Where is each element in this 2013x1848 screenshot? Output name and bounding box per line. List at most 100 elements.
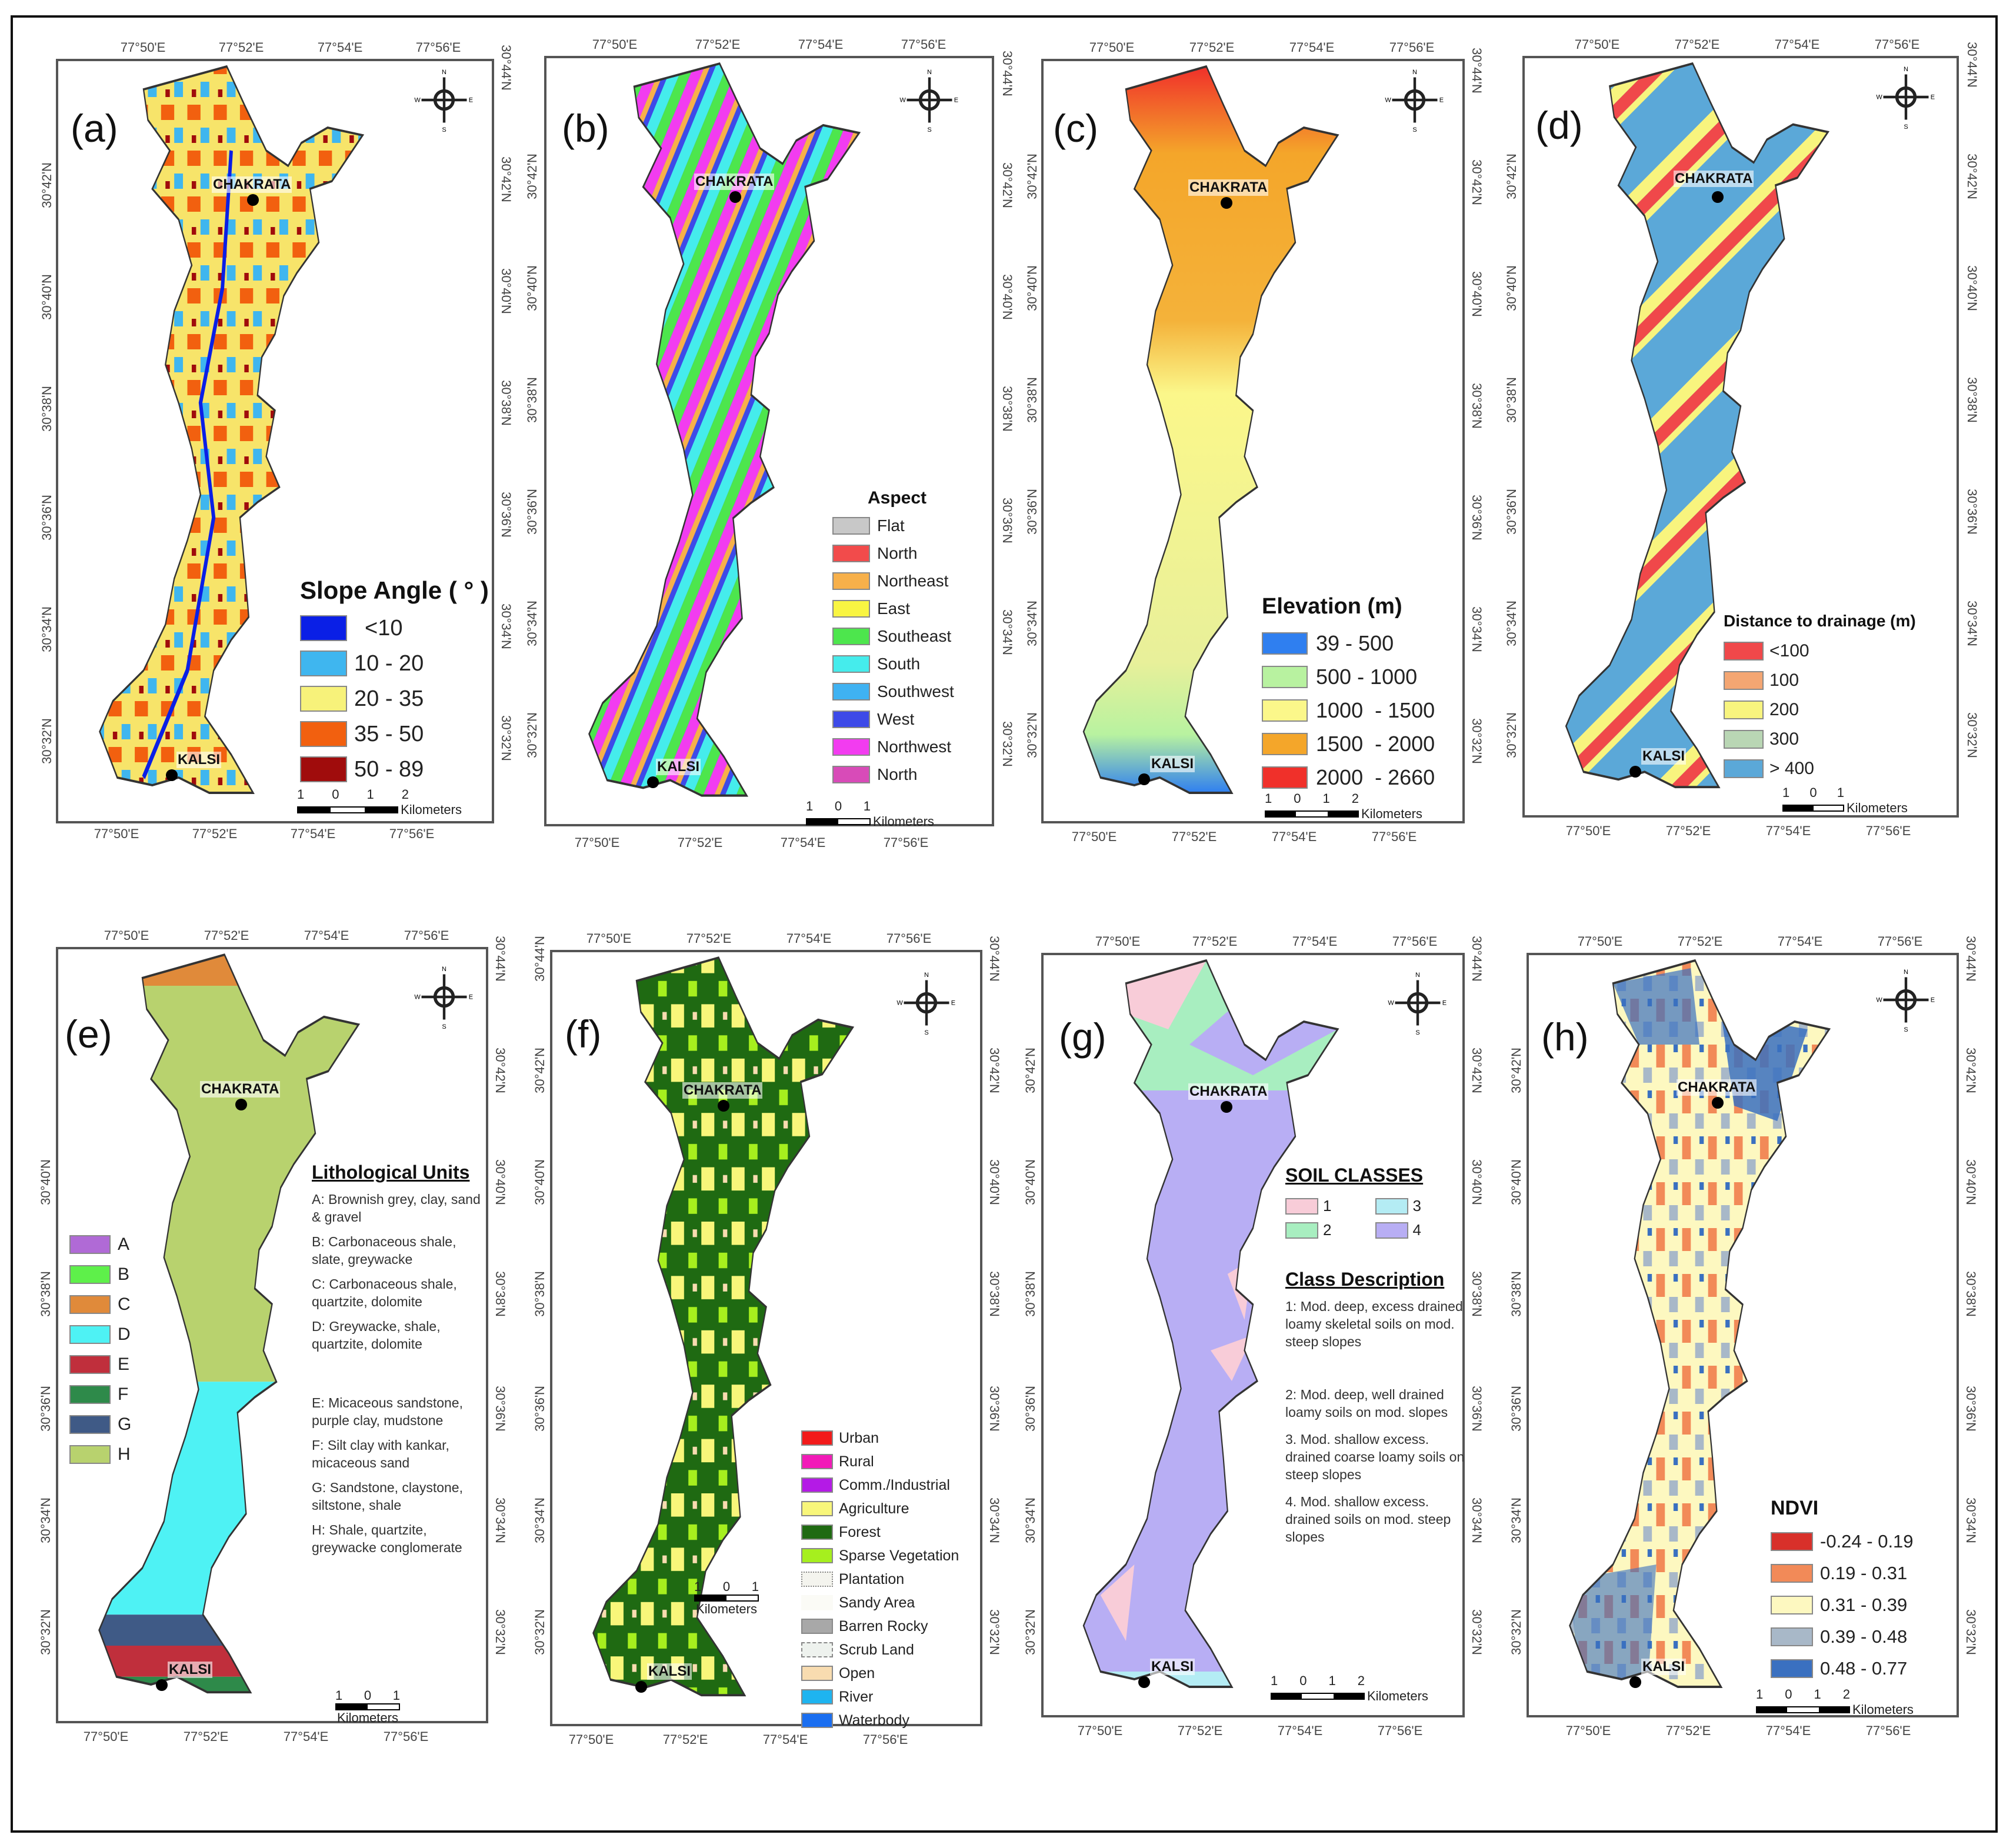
legend-item: Agriculture <box>801 1497 959 1520</box>
panel-label: (c) <box>1053 106 1098 150</box>
svg-text:S: S <box>924 1029 928 1035</box>
legend-swatch <box>300 721 347 747</box>
svg-text:E: E <box>1442 999 1447 1006</box>
town-marker-kalsi <box>156 1679 168 1691</box>
town-marker-chakrata <box>1712 191 1724 203</box>
panel-label: (h) <box>1541 1015 1589 1059</box>
legend-item: Comm./Industrial <box>801 1473 959 1497</box>
legend-item: River <box>801 1685 959 1709</box>
legend-item: Rural <box>801 1450 959 1473</box>
panel-label: (b) <box>562 106 609 150</box>
legend-item: 500 - 1000 <box>1262 660 1435 693</box>
north-arrow-icon: N S W E <box>1388 972 1447 1035</box>
panel-label: (e) <box>65 1012 112 1056</box>
town-label-kalsi: KALSI <box>168 1662 212 1678</box>
legend-item: 0.39 - 0.48 <box>1771 1621 1914 1653</box>
town-marker-kalsi <box>647 776 659 788</box>
svg-text:E: E <box>1931 94 1935 101</box>
town-marker-kalsi <box>1138 773 1150 785</box>
svg-text:W: W <box>1876 996 1882 1003</box>
svg-text:W: W <box>1388 999 1394 1006</box>
legend-item: 3 <box>1375 1197 1465 1215</box>
svg-text:E: E <box>1439 96 1444 104</box>
town-label-kalsi: KALSI <box>1641 1659 1686 1675</box>
legend-title: Slope Angle ( ° ) <box>300 576 489 604</box>
legend-item: 2 <box>1285 1221 1375 1239</box>
svg-text:S: S <box>1904 1026 1908 1032</box>
svg-text:W: W <box>1876 94 1882 101</box>
svg-text:S: S <box>927 126 931 132</box>
svg-text:S: S <box>1904 124 1908 129</box>
legend-item: West <box>832 705 954 733</box>
legend-item: Open <box>801 1662 959 1685</box>
svg-text:N: N <box>924 972 929 979</box>
district-map <box>1041 953 1465 1717</box>
svg-text:N: N <box>1904 969 1908 976</box>
legend-item: North <box>832 760 954 788</box>
town-marker-kalsi <box>635 1681 647 1693</box>
panel-label: (a) <box>71 106 118 150</box>
town-marker-chakrata <box>718 1100 729 1112</box>
legend-item: Flat <box>832 512 954 539</box>
legend-item: 200 <box>1724 695 1916 725</box>
svg-text:N: N <box>927 69 932 76</box>
north-arrow-icon: N S W E <box>899 69 958 132</box>
legend-item: North <box>832 539 954 567</box>
legend-item: -0.24 - 0.19 <box>1771 1526 1914 1557</box>
town-label-chakrata: CHAKRATA <box>212 176 292 193</box>
town-label-kalsi: KALSI <box>1150 756 1195 772</box>
legend-item: 39 - 500 <box>1262 626 1435 660</box>
legend-item: Scrub Land <box>801 1638 959 1662</box>
panel-label: (d) <box>1535 104 1583 147</box>
legend-item: Forest <box>801 1520 959 1544</box>
north-arrow-icon: N S W E <box>414 966 473 1029</box>
panel-label: (f) <box>565 1012 602 1056</box>
legend-item: Plantation <box>801 1567 959 1591</box>
legend-item: Urban <box>801 1426 959 1450</box>
legend-item: 4 <box>1375 1221 1465 1239</box>
town-label-chakrata: CHAKRATA <box>1188 1083 1269 1100</box>
legend-item: F <box>69 1379 131 1409</box>
district-map <box>56 947 488 1723</box>
town-marker-kalsi <box>1629 1676 1641 1688</box>
district-map <box>56 59 494 823</box>
svg-text:S: S <box>1415 1029 1419 1035</box>
legend-item: Southeast <box>832 622 954 650</box>
svg-text:W: W <box>899 96 906 104</box>
legend-item: <10 <box>300 611 489 646</box>
legend-item: 300 <box>1724 725 1916 754</box>
legend-swatch <box>300 756 347 782</box>
town-marker-kalsi <box>1629 766 1641 778</box>
town-marker-kalsi <box>1138 1676 1150 1688</box>
svg-text:N: N <box>442 69 446 76</box>
legend-item: Sparse Vegetation <box>801 1544 959 1567</box>
figure-border <box>11 15 1998 1833</box>
town-label-chakrata: CHAKRATA <box>1677 1079 1757 1096</box>
svg-text:W: W <box>896 999 903 1006</box>
town-marker-chakrata <box>247 194 259 206</box>
legend-item: 0.31 - 0.39 <box>1771 1589 1914 1621</box>
legend-item: Northwest <box>832 733 954 760</box>
town-marker-chakrata <box>1221 1101 1232 1113</box>
town-label-kalsi: KALSI <box>656 759 701 775</box>
legend-item: Southwest <box>832 678 954 705</box>
svg-text:E: E <box>951 999 955 1006</box>
north-arrow-icon: N S W E <box>1876 66 1935 129</box>
legend-item: A <box>69 1229 131 1259</box>
svg-text:N: N <box>1904 66 1908 73</box>
town-marker-chakrata <box>729 191 741 203</box>
svg-text:E: E <box>469 993 473 1000</box>
legend-item: C <box>69 1289 131 1319</box>
legend-item: 1500 - 2000 <box>1262 727 1435 760</box>
legend-item: 1 <box>1285 1197 1375 1215</box>
legend-item: <100 <box>1724 636 1916 666</box>
legend-swatch <box>300 615 347 641</box>
legend-item: 35 - 50 <box>300 716 489 752</box>
svg-text:W: W <box>414 993 421 1000</box>
legend-aspect: Aspect Flat North Northeast East Southea… <box>832 488 954 788</box>
legend-item: 0.19 - 0.31 <box>1771 1557 1914 1589</box>
